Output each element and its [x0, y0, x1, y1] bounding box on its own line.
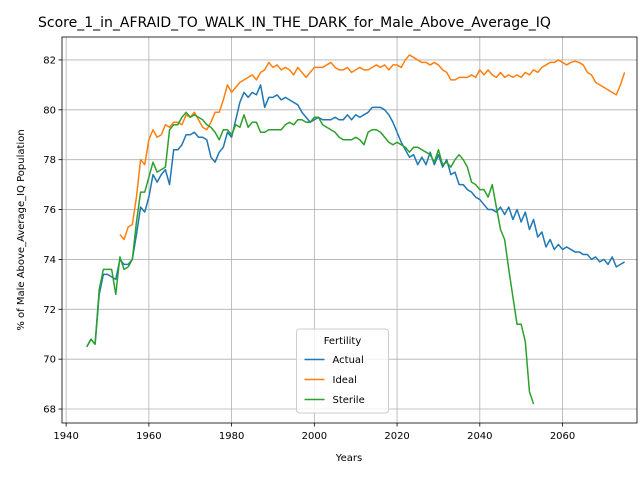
- x-tick-label: 2000: [302, 431, 327, 442]
- x-tick-label: 1960: [136, 431, 161, 442]
- x-tick-label: 2040: [467, 431, 492, 442]
- line-series: [119, 54, 626, 241]
- x-tick-label: 1980: [219, 431, 244, 442]
- x-tick-label: 1940: [53, 431, 78, 442]
- y-tick-label: 72: [43, 305, 56, 316]
- legend-box: [296, 328, 389, 414]
- legend: Fertility Actual Ideal Sterile: [296, 328, 389, 414]
- y-axis-label: % of Male Above_Average_IQ Population: [16, 129, 27, 330]
- line-series: [86, 111, 535, 405]
- legend-label: Sterile: [333, 395, 365, 406]
- legend-title: Fertility: [324, 336, 362, 347]
- y-tick-label: 74: [43, 255, 56, 266]
- chart-title: Score_1_in_AFRAID_TO_WALK_IN_THE_DARK_fo…: [38, 15, 551, 31]
- y-tick-label: 76: [43, 205, 56, 216]
- legend-label: Actual: [333, 355, 364, 366]
- y-tick-label: 70: [43, 355, 56, 366]
- y-tick-label: 80: [43, 105, 56, 116]
- x-tick-label: 2060: [550, 431, 575, 442]
- plot-frame: [61, 36, 638, 424]
- y-tick-label: 78: [43, 155, 56, 166]
- line-series: [86, 84, 625, 348]
- legend-label: Ideal: [333, 375, 357, 386]
- x-tick-label: 2020: [384, 431, 409, 442]
- x-axis-label: Years: [335, 453, 362, 464]
- y-tick-label: 82: [43, 55, 56, 66]
- y-tick-label: 68: [43, 405, 56, 416]
